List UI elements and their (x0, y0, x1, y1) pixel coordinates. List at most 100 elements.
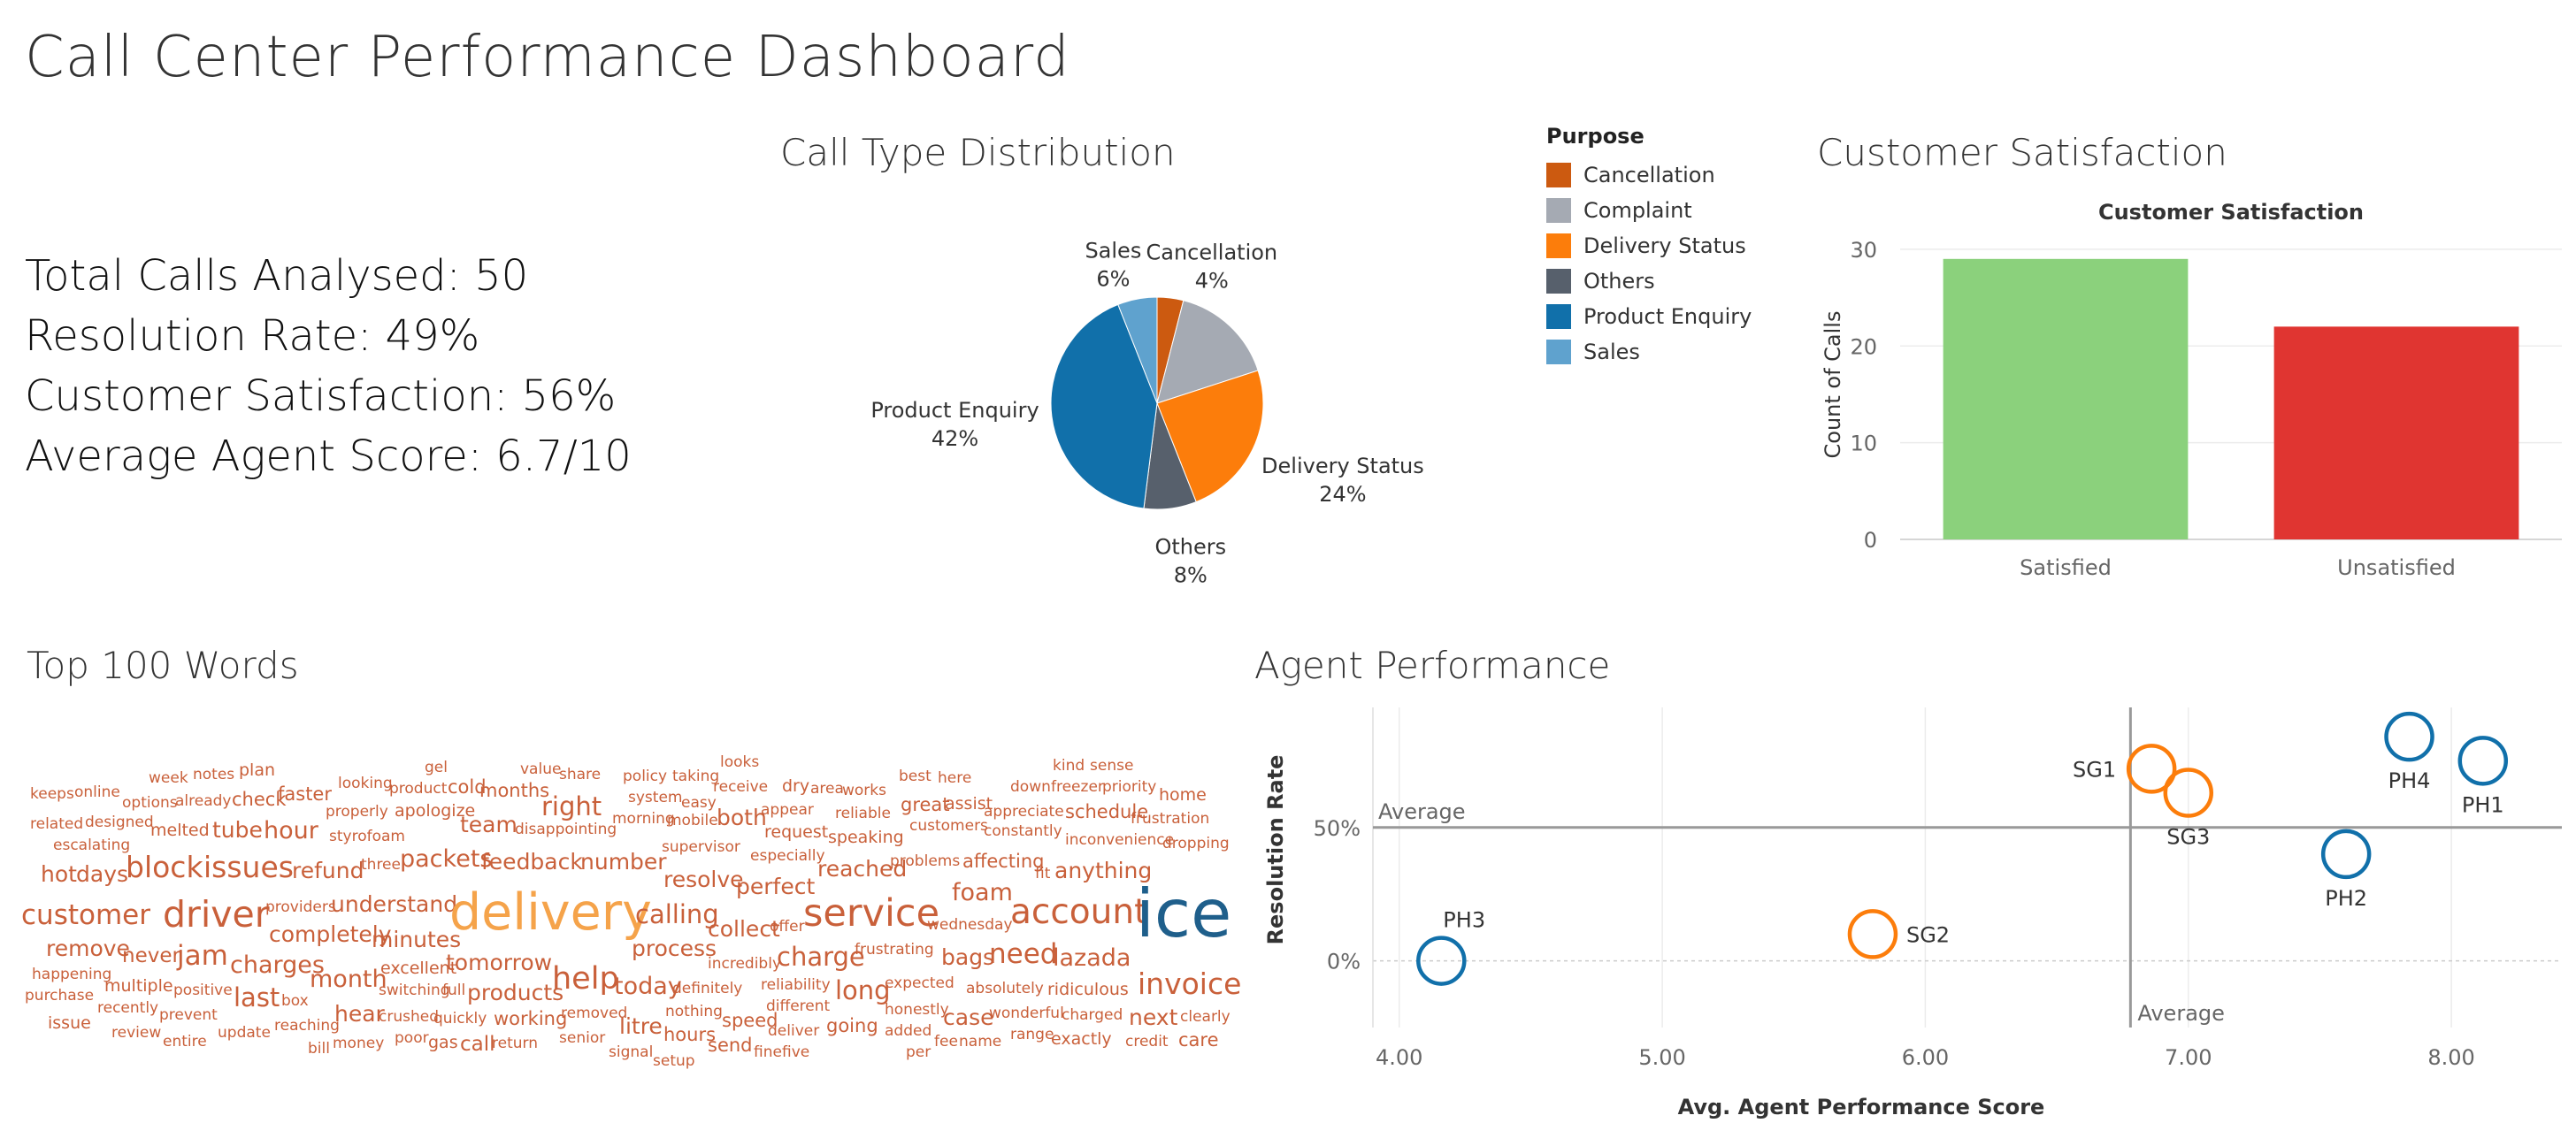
word-melted: melted (150, 821, 210, 840)
word-charge: charge (777, 942, 865, 972)
word-faster: faster (278, 783, 332, 805)
word-ice: ice (1136, 875, 1232, 952)
word-supervisor: supervisor (662, 838, 740, 856)
scatter-x-tick-label: 6.00 (1902, 1045, 1949, 1070)
pie-slice-sales (1117, 296, 1158, 404)
legend-swatch (1546, 198, 1571, 223)
legend-title: Purpose (1546, 124, 1644, 149)
pie-slice-complaint (1156, 300, 1259, 404)
word-delivery: delivery (449, 883, 652, 942)
word-prevent: prevent (159, 1006, 218, 1024)
word-multiple: multiple (104, 976, 173, 996)
word-disappointing: disappointing (515, 821, 617, 838)
word-purchase: purchase (25, 987, 95, 1005)
word-tomorrow: tomorrow (446, 950, 553, 975)
word-dry: dry (782, 776, 810, 796)
word-frustration: frustration (1131, 810, 1210, 828)
word-three: three (361, 856, 401, 874)
dashboard-title: Call Center Performance Dashboard (25, 25, 1070, 90)
word-driver: driver (163, 893, 270, 936)
word-account: account (1010, 892, 1148, 932)
legend-item-sales[interactable]: Sales (1546, 334, 1752, 370)
word-team: team (460, 812, 518, 837)
word-gel: gel (425, 759, 448, 776)
word-credit: credit (1125, 1033, 1169, 1050)
point-label-sg1: SG1 (2073, 757, 2116, 782)
word-taking: taking (672, 768, 720, 785)
word-reliable: reliable (835, 805, 891, 822)
word-reaching: reaching (274, 1017, 340, 1035)
legend-swatch (1546, 233, 1571, 258)
word-hot: hot (41, 861, 77, 887)
legend-item-cancellation[interactable]: Cancellation (1546, 157, 1752, 193)
word-resolve: resolve (663, 867, 744, 892)
word-clearly: clearly (1180, 1008, 1230, 1026)
word-hours: hours (663, 1024, 717, 1045)
word-area: area (810, 780, 844, 798)
word-number: number (580, 849, 667, 875)
word-added: added (885, 1022, 932, 1040)
legend-label: Delivery Status (1583, 233, 1746, 258)
word-product: product (389, 780, 448, 798)
average-label-vertical: Average (2137, 1001, 2225, 1026)
word-cold: cold (448, 776, 487, 798)
word-cloud: keeps online week notes plan gel value share pol… (0, 0, 1242, 1146)
bar-x-tick-label: Satisfied (2020, 555, 2112, 580)
word-priority: priority (1102, 778, 1157, 796)
word-never: never (122, 944, 180, 967)
word-deliver: deliver (768, 1022, 820, 1040)
word-service: service (803, 891, 940, 936)
word-incredibly: incredibly (708, 955, 782, 973)
word-invoice: invoice (1138, 966, 1242, 1001)
point-sg1 (2126, 744, 2177, 794)
word-value: value (520, 760, 562, 778)
word-charges: charges (230, 951, 325, 979)
word-speaking: speaking (828, 828, 904, 847)
word-notes: notes (193, 766, 235, 783)
word-sense: sense (1090, 757, 1134, 775)
word-month: month (310, 966, 387, 993)
word-customer: customer (21, 899, 150, 931)
pie-slice-product-enquiry (1050, 303, 1158, 509)
point-ph4 (2384, 711, 2434, 762)
word-remove: remove (46, 936, 130, 961)
word-both: both (717, 805, 767, 830)
word-share: share (559, 766, 602, 783)
legend-item-others[interactable]: Others (1546, 264, 1752, 299)
kpi-panel: Total Calls Analysed: 50 Resolution Rate… (25, 246, 632, 486)
pie-label-sales: Sales (1085, 238, 1141, 263)
kpi-resolution-rate: Resolution Rate: 49% (25, 311, 480, 361)
scatter-x-tick-label: 4.00 (1376, 1045, 1422, 1070)
satisfaction-section-title: Customer Satisfaction (1817, 131, 2227, 174)
legend-label: Others (1583, 269, 1655, 294)
word-today: today (614, 973, 682, 1000)
word-ridiculous: ridiculous (1047, 980, 1129, 999)
word-dropping: dropping (1162, 835, 1230, 852)
word-system: system (628, 789, 683, 806)
legend-item-delivery-status[interactable]: Delivery Status (1546, 228, 1752, 264)
legend-swatch (1546, 269, 1571, 294)
scatter-x-tick-label: 5.00 (1638, 1045, 1685, 1070)
word-removed: removed (561, 1005, 628, 1022)
word-fit: fit (1035, 865, 1051, 882)
word-bags: bags (941, 944, 995, 970)
word-poor: poor (395, 1029, 429, 1047)
pie-label-product-enquiry: Product Enquiry (870, 398, 1039, 423)
word-fine: fine (754, 1043, 782, 1061)
legend-item-complaint[interactable]: Complaint (1546, 193, 1752, 228)
word-setup: setup (653, 1052, 695, 1070)
pie-percent-product-enquiry: 42% (932, 426, 978, 451)
word-case: case (943, 1005, 994, 1030)
agent-performance-scatter: 4.00 5.00 6.00 7.00 8.00 0% 50% Average Average P… (1263, 707, 2562, 1119)
word-last: last (234, 982, 280, 1012)
word-positive: positive (173, 982, 233, 999)
legend-item-product-enquiry[interactable]: Product Enquiry (1546, 299, 1752, 334)
scatter-y-axis-label: Resolution Rate (1263, 755, 1288, 945)
bar-y-tick-label: 30 (1850, 238, 1877, 263)
word-entire: entire (163, 1033, 207, 1050)
scatter-x-tick-label: 7.00 (2165, 1045, 2212, 1070)
pie-label-others: Others (1154, 535, 1226, 560)
word-definitely: definitely (672, 980, 743, 997)
word-reached: reached (817, 856, 908, 882)
word-designed: designed (85, 814, 154, 831)
